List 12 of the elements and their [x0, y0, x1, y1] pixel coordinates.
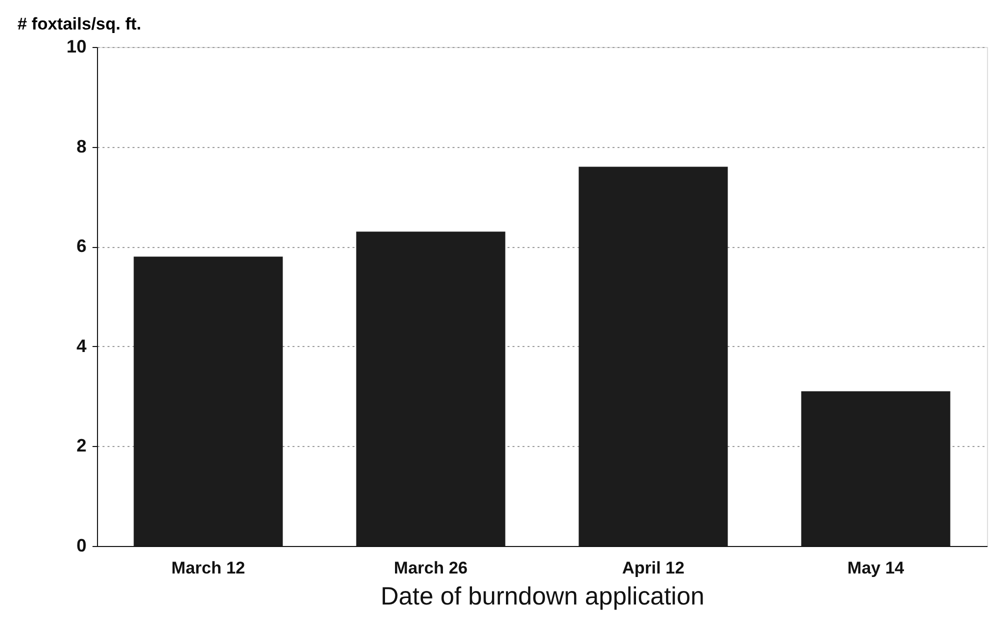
x-axis-title: Date of burndown application — [380, 582, 704, 610]
y-tick-label: 4 — [76, 336, 86, 356]
y-tick-label: 0 — [76, 536, 86, 556]
x-tick-label: May 14 — [847, 558, 905, 578]
y-tick-label: 10 — [66, 36, 86, 56]
x-tick-label: April 12 — [622, 558, 684, 578]
y-axis-title: # foxtails/sq. ft. — [18, 14, 142, 34]
y-tick-label: 8 — [76, 136, 86, 156]
x-tick-label: March 12 — [171, 558, 246, 578]
y-tick-label: 2 — [76, 436, 86, 456]
y-tick-label: 6 — [76, 236, 86, 256]
x-tick-label: March 26 — [394, 558, 468, 578]
